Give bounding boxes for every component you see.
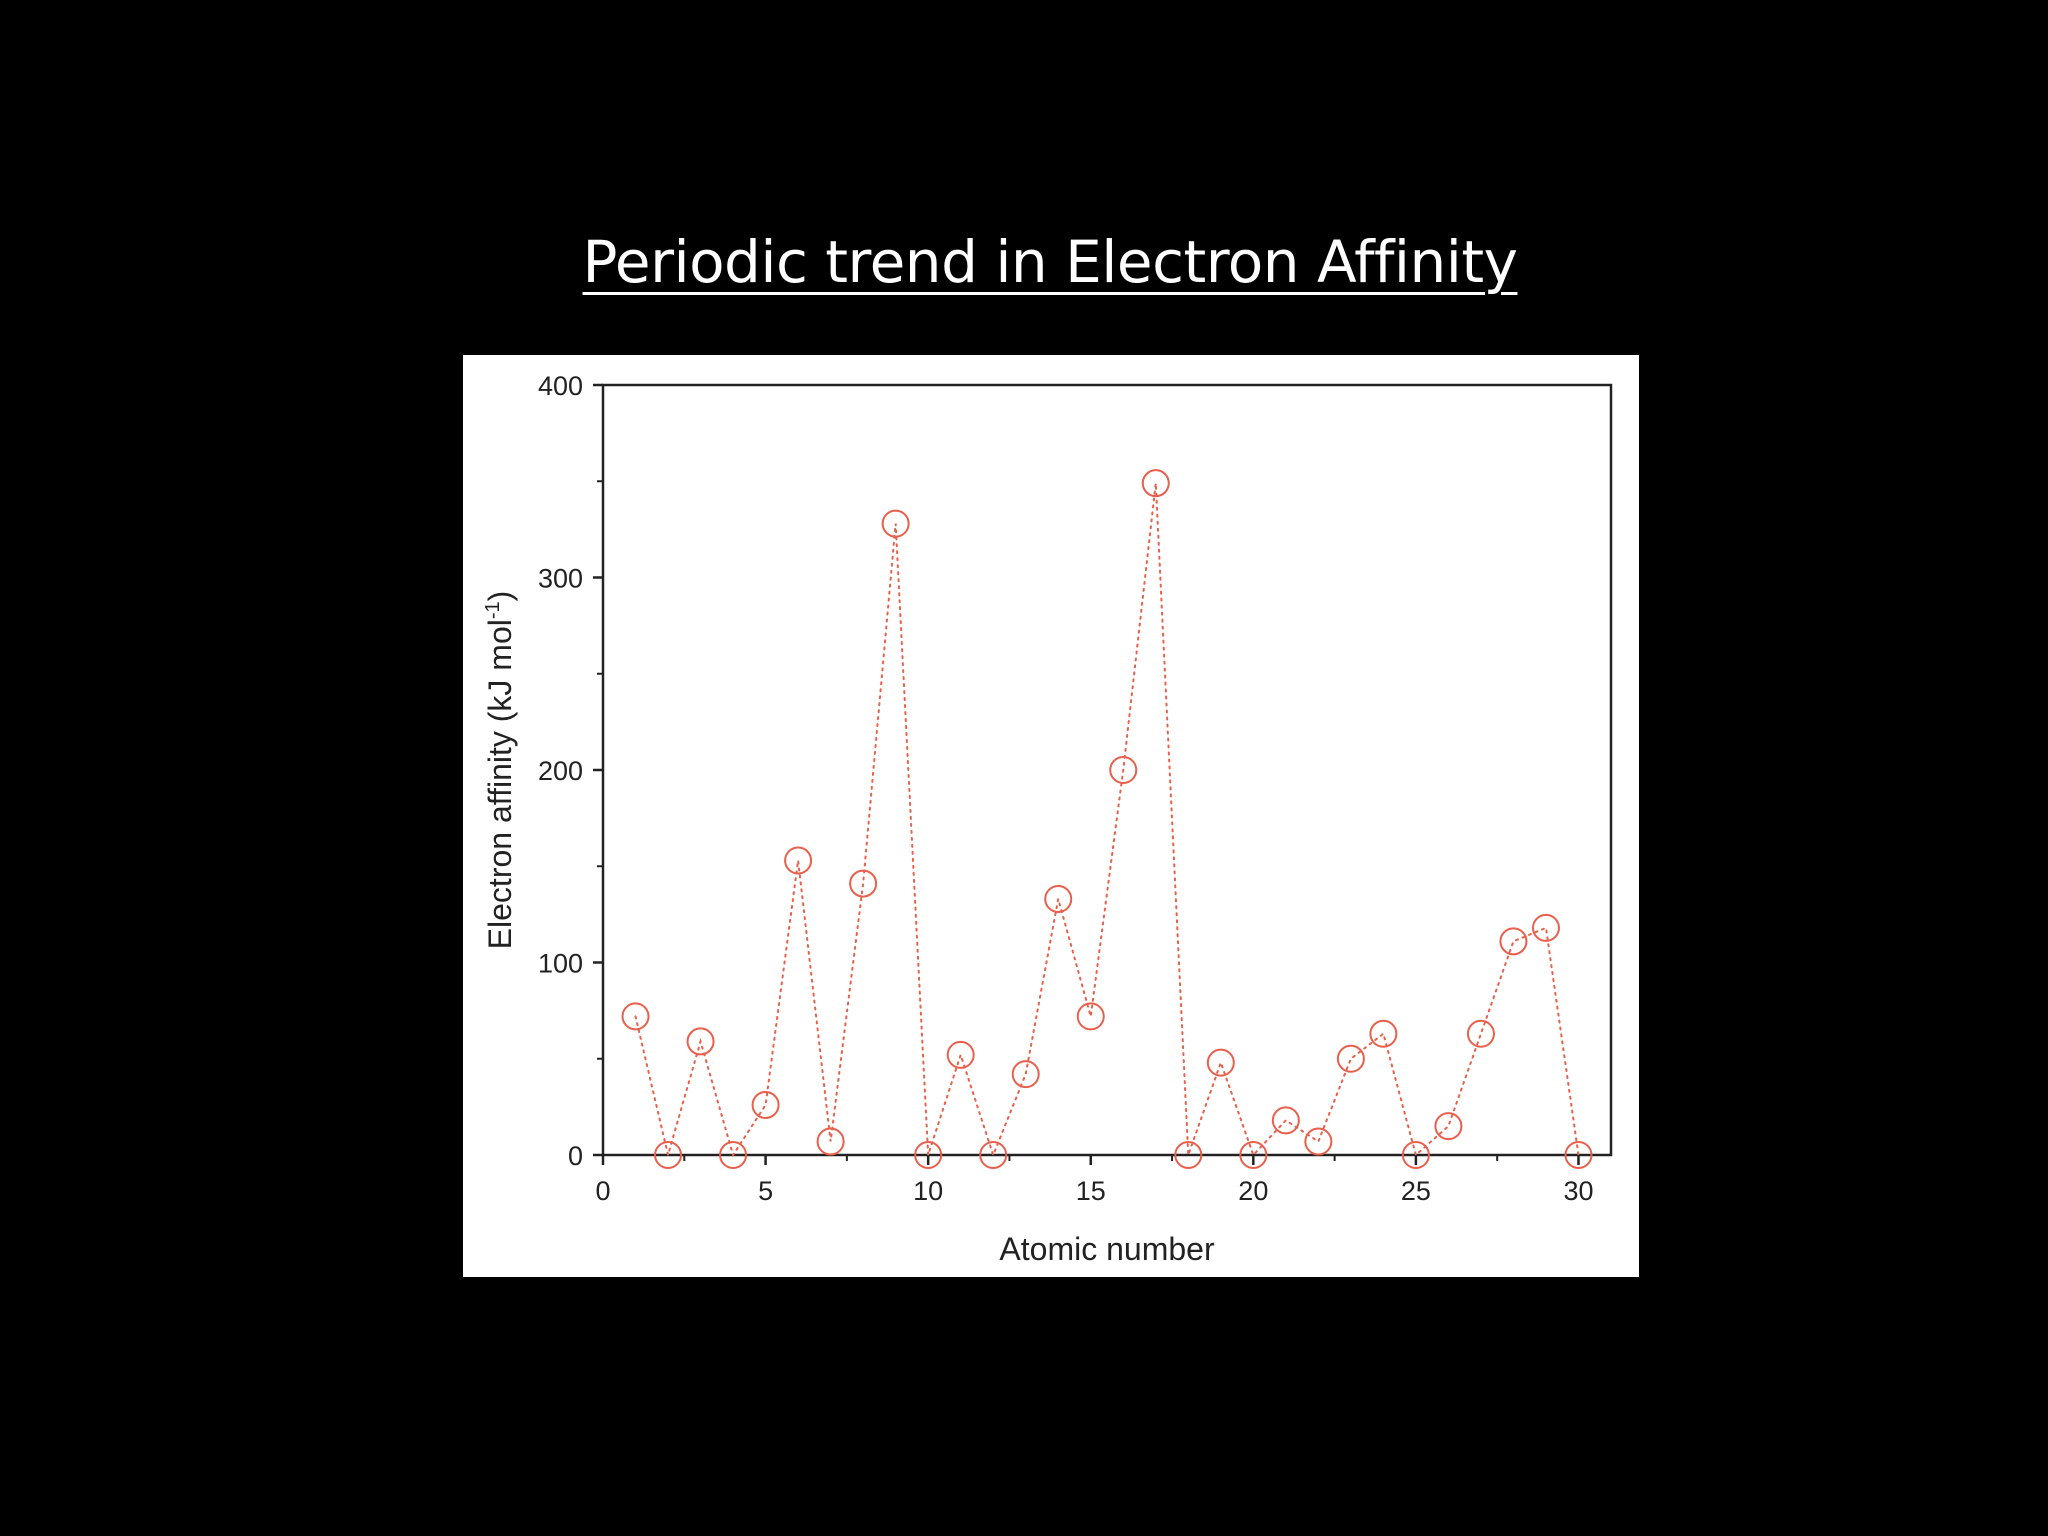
data-point: [946, 1040, 975, 1069]
data-point: [1206, 1048, 1235, 1077]
y-tick-label: 300: [538, 564, 583, 594]
data-point: [1434, 1112, 1463, 1141]
data-point: [1499, 927, 1528, 956]
data-point: [1239, 1141, 1268, 1169]
data-point: [1466, 1019, 1495, 1048]
slide-title: Periodic trend in Electron Affinity: [582, 228, 1518, 296]
data-point: [1109, 756, 1138, 784]
data-point: [1076, 1002, 1105, 1031]
data-point: [1369, 1019, 1398, 1048]
x-axis-label: Atomic number: [999, 1231, 1215, 1267]
data-point: [816, 1127, 845, 1156]
plot-frame: [601, 383, 1613, 1157]
data-point: [1531, 913, 1560, 942]
data-point: [1011, 1060, 1040, 1089]
chart-panel: 0 5 10 15 20 25 30 0 100 200 300 400 Atomic number…: [463, 355, 1639, 1277]
data-point: [719, 1141, 748, 1169]
x-tick-label: 10: [913, 1176, 943, 1206]
data-point: [1336, 1044, 1365, 1073]
y-axis-label-superscript: -1: [482, 601, 504, 619]
data-point: [784, 846, 813, 875]
data-series: [621, 469, 1593, 1169]
x-tick-label: 15: [1076, 1176, 1106, 1206]
data-point: [1304, 1127, 1333, 1156]
data-point: [979, 1141, 1008, 1169]
y-tick-label: 100: [538, 949, 583, 979]
data-point: [1401, 1141, 1430, 1169]
x-tick-label: 30: [1563, 1176, 1593, 1206]
data-point: [1141, 469, 1170, 498]
data-point: [881, 509, 910, 538]
y-axis-label: Electron affinity (kJ mol-1): [482, 591, 518, 950]
data-point: [1174, 1141, 1203, 1169]
y-tick-label: 0: [568, 1141, 583, 1171]
data-point: [1564, 1141, 1593, 1169]
data-point: [751, 1090, 780, 1119]
y-tick-label: 200: [538, 756, 583, 786]
scatter-chart: 0 5 10 15 20 25 30 0 100 200 300 400 Atomic number…: [482, 371, 1613, 1267]
data-point: [621, 1002, 650, 1031]
series-line: [634, 483, 1580, 1159]
data-point: [654, 1141, 683, 1169]
x-tick-label: 25: [1401, 1176, 1431, 1206]
y-axis-ticks: 0 100 200 300 400: [538, 371, 603, 1171]
data-point: [849, 869, 878, 898]
x-tick-label: 0: [595, 1176, 610, 1206]
axes: [601, 383, 1613, 1157]
x-axis-ticks: 0 5 10 15 20 25 30: [595, 1155, 1594, 1206]
x-tick-label: 5: [758, 1176, 773, 1206]
data-point: [1271, 1106, 1300, 1135]
data-point: [686, 1027, 715, 1056]
y-tick-label: 400: [538, 371, 583, 401]
y-axis-label-close: ): [482, 591, 518, 602]
y-axis-label-text: Electron affinity (kJ mol: [482, 619, 518, 949]
x-tick-label: 20: [1238, 1176, 1268, 1206]
data-point: [914, 1141, 943, 1169]
data-point: [1044, 884, 1073, 913]
